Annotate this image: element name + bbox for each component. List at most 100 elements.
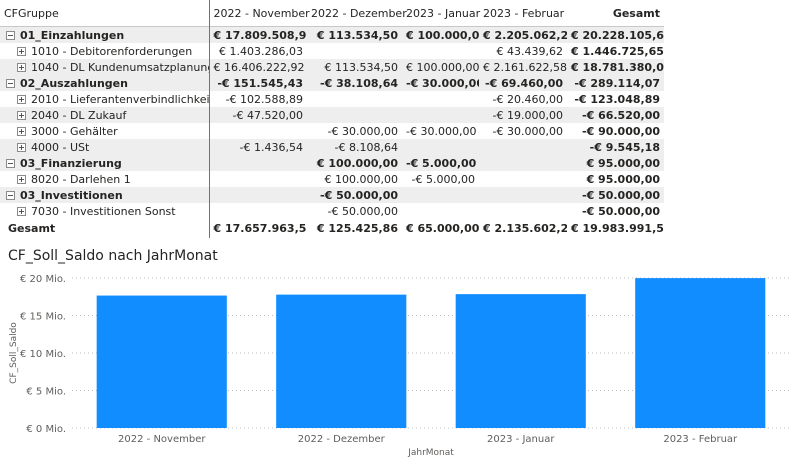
expand-icon[interactable]	[17, 95, 26, 104]
collapse-icon[interactable]	[6, 191, 15, 200]
collapse-icon[interactable]	[6, 31, 15, 40]
value-cell: € 17.809.508,95	[209, 26, 307, 43]
sub-row: 7030 - Investitionen Sonst -€ 50.000,00 -€…	[0, 203, 664, 219]
group-row: 02_Auszahlungen -€ 151.545,43 -€ 38.108,64…	[0, 75, 664, 91]
expand-icon[interactable]	[17, 111, 26, 120]
row-total-cell: -€ 123.048,89	[574, 92, 660, 106]
row-total-cell: -€ 66.520,00	[567, 107, 664, 123]
row-total-cell: € 1.446.725,65	[571, 44, 664, 58]
value-cell: -€ 69.460,00	[479, 75, 567, 91]
row-header: 7030 - Investitionen Sonst	[0, 203, 210, 219]
column-header[interactable]: Gesamt	[612, 6, 660, 20]
group-row: 01_Einzahlungen € 17.809.508,95 € 113.534,…	[0, 26, 664, 43]
value-cell: € 100.000,00	[402, 59, 479, 75]
row-header: 3000 - Gehälter	[0, 123, 210, 139]
value-cell: € 100.000,00	[324, 172, 398, 186]
sub-row: 2040 - DL Zukauf -€ 47.520,00 -€ 19.000,00…	[0, 107, 664, 123]
value-cell	[209, 187, 307, 203]
value-cell	[209, 203, 307, 219]
value-cell: -€ 30.000,00	[327, 124, 398, 138]
value-cell: € 113.534,50	[307, 59, 402, 75]
group-row: 03_Finanzierung € 100.000,00 -€ 5.000,00 € …	[0, 155, 664, 171]
value-cell: -€ 5.000,00	[402, 155, 479, 171]
expand-icon[interactable]	[17, 143, 26, 152]
group-row: 03_Investitionen -€ 50.000,00 -€ 50.000,00	[0, 187, 664, 203]
value-cell: € 43.439,62	[496, 44, 563, 58]
column-header-group[interactable]: CFGruppe	[0, 0, 210, 27]
row-header: Gesamt	[0, 219, 210, 238]
value-cell	[402, 43, 479, 59]
row-label: 03_Investitionen	[20, 188, 123, 202]
y-tick-label: € 10 Mio.	[20, 349, 66, 360]
x-tick-label: 2022 - November	[118, 434, 206, 445]
y-tick-label: € 5 Mio.	[26, 387, 66, 398]
expand-icon[interactable]	[17, 207, 26, 216]
expand-icon[interactable]	[17, 63, 26, 72]
row-label: 03_Finanzierung	[20, 156, 122, 170]
row-header: 1040 - DL Kundenumsatzplanung	[0, 59, 210, 75]
row-header: 2010 - Lieferantenverbindlichkeiten	[0, 91, 210, 107]
row-label: 3000 - Gehälter	[31, 124, 118, 138]
value-cell	[307, 91, 402, 107]
value-cell	[307, 107, 402, 123]
sub-row: 8020 - Darlehen 1 € 100.000,00 -€ 5.000,00…	[0, 171, 664, 187]
sub-row: 1010 - Debitorenforderungen € 1.403.286,0…	[0, 43, 664, 59]
x-tick-label: 2023 - Februar	[663, 434, 738, 445]
column-header[interactable]: 2023 - Februar	[483, 6, 565, 20]
value-cell: € 17.657.963,52	[213, 222, 308, 235]
value-cell: € 100.000,00	[307, 155, 402, 171]
expand-icon[interactable]	[17, 47, 26, 56]
value-cell	[479, 171, 567, 187]
value-cell: € 2.205.062,20	[479, 26, 567, 43]
column-header[interactable]: 2022 - November	[213, 6, 310, 20]
value-cell	[479, 155, 567, 171]
value-cell: -€ 30.000,00	[492, 124, 563, 138]
row-label: 4000 - USt	[31, 140, 90, 154]
row-label: 2010 - Lieferantenverbindlichkeiten	[31, 92, 209, 106]
value-cell: -€ 30.000,00	[406, 124, 477, 138]
column-header[interactable]: 2023 - Januar	[406, 6, 481, 20]
value-cell	[402, 139, 479, 155]
value-cell	[479, 139, 567, 155]
value-cell	[209, 123, 307, 139]
value-cell	[209, 155, 307, 171]
collapse-icon[interactable]	[6, 159, 15, 168]
value-cell: € 2.161.622,58	[479, 59, 567, 75]
value-cell	[402, 187, 479, 203]
value-cell	[307, 43, 402, 59]
value-cell: -€ 38.108,64	[307, 75, 402, 91]
value-cell: € 1.403.286,03	[219, 44, 303, 58]
expand-icon[interactable]	[17, 175, 26, 184]
value-cell: -€ 8.108,64	[307, 139, 402, 155]
row-header: 4000 - USt	[0, 139, 210, 155]
row-header: 1010 - Debitorenforderungen	[0, 43, 210, 59]
value-cell: -€ 1.436,54	[209, 139, 307, 155]
row-label: 01_Einzahlungen	[20, 28, 125, 42]
value-cell	[402, 107, 479, 123]
chart-title: CF_Soll_Saldo nach JahrMonat	[8, 248, 218, 264]
matrix-table: CFGruppe 2022 - November 2022 - Dezember 20…	[0, 0, 664, 238]
sub-row: 4000 - USt -€ 1.436,54 -€ 8.108,64 -€ 9.545…	[0, 139, 664, 155]
row-label: 8020 - Darlehen 1	[31, 172, 131, 186]
x-axis-label: JahrMonat	[407, 448, 454, 458]
row-label: 1040 - DL Kundenumsatzplanung	[31, 60, 209, 74]
value-cell: -€ 30.000,00	[402, 75, 479, 91]
expand-icon[interactable]	[17, 127, 26, 136]
row-label: 2040 - DL Zukauf	[31, 108, 127, 122]
row-total-cell: € 95.000,00	[567, 155, 664, 171]
value-cell: € 100.000,00	[402, 26, 479, 43]
value-cell	[402, 91, 479, 107]
column-header[interactable]: 2022 - Dezember	[311, 6, 407, 20]
x-tick-label: 2022 - Dezember	[298, 434, 386, 445]
row-label: 1010 - Debitorenforderungen	[31, 44, 193, 58]
collapse-icon[interactable]	[6, 79, 15, 88]
value-cell: € 125.425,86	[316, 222, 398, 235]
sub-row: 2010 - Lieferantenverbindlichkeiten -€ 10…	[0, 91, 664, 107]
bar	[635, 278, 766, 428]
sub-row: 3000 - Gehälter -€ 30.000,00 -€ 30.000,00-…	[0, 123, 664, 139]
value-cell	[402, 203, 479, 219]
y-tick-label: € 15 Mio.	[20, 312, 66, 323]
grand-total-row: Gesamt € 17.657.963,52 € 125.425,86 € 65.00…	[0, 219, 664, 238]
row-total-cell: € 20.228.105,65	[567, 26, 664, 43]
value-cell: -€ 19.000,00	[479, 107, 567, 123]
